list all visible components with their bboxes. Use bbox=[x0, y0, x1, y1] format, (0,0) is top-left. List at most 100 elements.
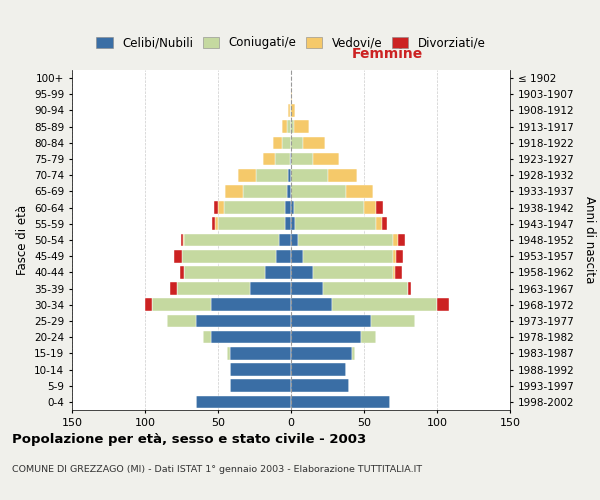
Bar bbox=[290, 104, 291, 117]
Bar bbox=[376, 202, 383, 214]
Bar bbox=[285, 202, 291, 214]
Bar bbox=[285, 218, 291, 230]
Bar bbox=[291, 331, 361, 344]
Bar bbox=[291, 104, 295, 117]
Bar bbox=[408, 282, 411, 295]
Bar bbox=[371, 314, 415, 328]
Bar bbox=[230, 363, 291, 376]
Y-axis label: Anni di nascita: Anni di nascita bbox=[583, 196, 596, 284]
Bar bbox=[291, 88, 292, 101]
Bar bbox=[313, 266, 393, 278]
Y-axis label: Fasce di età: Fasce di età bbox=[16, 205, 29, 275]
Bar bbox=[291, 266, 313, 278]
Text: COMUNE DI GREZZAGO (MI) - Dati ISTAT 1° gennaio 2003 - Elaborazione TUTTITALIA.I: COMUNE DI GREZZAGO (MI) - Dati ISTAT 1° … bbox=[12, 466, 422, 474]
Bar bbox=[295, 218, 376, 230]
Bar bbox=[352, 347, 355, 360]
Bar bbox=[294, 120, 308, 133]
Bar bbox=[177, 282, 250, 295]
Bar bbox=[275, 152, 290, 166]
Bar bbox=[256, 169, 288, 181]
Bar bbox=[364, 202, 376, 214]
Bar bbox=[211, 298, 291, 311]
Bar bbox=[291, 234, 298, 246]
Bar bbox=[328, 169, 356, 181]
Bar bbox=[181, 250, 277, 262]
Legend: Celibi/Nubili, Coniugati/e, Vedovi/e, Divorziati/e: Celibi/Nubili, Coniugati/e, Vedovi/e, Di… bbox=[91, 32, 491, 54]
Bar bbox=[332, 298, 437, 311]
Bar bbox=[184, 266, 265, 278]
Bar bbox=[302, 136, 325, 149]
Bar bbox=[291, 250, 302, 262]
Bar bbox=[291, 347, 352, 360]
Bar bbox=[291, 152, 313, 166]
Bar bbox=[243, 185, 287, 198]
Bar bbox=[152, 298, 211, 311]
Bar bbox=[291, 282, 323, 295]
Bar bbox=[398, 234, 405, 246]
Bar bbox=[224, 202, 285, 214]
Bar bbox=[226, 185, 243, 198]
Bar bbox=[174, 250, 182, 262]
Bar bbox=[395, 266, 402, 278]
Bar bbox=[288, 104, 290, 117]
Bar bbox=[183, 234, 184, 246]
Bar bbox=[294, 202, 364, 214]
Bar bbox=[274, 136, 282, 149]
Bar bbox=[238, 169, 256, 181]
Bar bbox=[287, 185, 291, 198]
Bar bbox=[382, 218, 388, 230]
Bar bbox=[227, 347, 230, 360]
Bar bbox=[291, 298, 332, 311]
Text: Popolazione per età, sesso e stato civile - 2003: Popolazione per età, sesso e stato civil… bbox=[12, 432, 366, 446]
Bar bbox=[291, 363, 346, 376]
Text: Femmine: Femmine bbox=[352, 48, 423, 62]
Bar bbox=[290, 152, 291, 166]
Bar bbox=[167, 314, 196, 328]
Bar bbox=[203, 331, 211, 344]
Bar bbox=[298, 234, 393, 246]
Bar bbox=[282, 120, 287, 133]
Bar bbox=[313, 152, 339, 166]
Bar bbox=[291, 185, 346, 198]
Bar bbox=[212, 218, 215, 230]
Bar bbox=[291, 396, 390, 408]
Bar bbox=[230, 347, 291, 360]
Bar bbox=[218, 202, 224, 214]
Bar bbox=[291, 120, 294, 133]
Bar bbox=[361, 331, 376, 344]
Bar bbox=[263, 152, 275, 166]
Bar bbox=[376, 218, 382, 230]
Bar bbox=[323, 282, 408, 295]
Bar bbox=[396, 250, 403, 262]
Bar bbox=[230, 380, 291, 392]
Bar bbox=[181, 234, 183, 246]
Bar bbox=[214, 202, 218, 214]
Bar bbox=[393, 250, 396, 262]
Bar bbox=[291, 169, 328, 181]
Bar bbox=[250, 282, 291, 295]
Bar bbox=[393, 234, 398, 246]
Bar bbox=[291, 314, 371, 328]
Bar bbox=[291, 380, 349, 392]
Bar bbox=[265, 266, 291, 278]
Bar bbox=[346, 185, 373, 198]
Bar bbox=[437, 298, 449, 311]
Bar bbox=[291, 202, 294, 214]
Bar bbox=[393, 266, 395, 278]
Bar bbox=[287, 120, 291, 133]
Bar bbox=[196, 314, 291, 328]
Bar bbox=[215, 218, 218, 230]
Bar bbox=[282, 136, 291, 149]
Bar bbox=[218, 218, 285, 230]
Bar bbox=[288, 169, 291, 181]
Bar bbox=[145, 298, 152, 311]
Bar bbox=[291, 218, 295, 230]
Bar bbox=[184, 234, 280, 246]
Bar bbox=[180, 266, 184, 278]
Bar bbox=[196, 396, 291, 408]
Bar bbox=[277, 250, 291, 262]
Bar bbox=[302, 250, 393, 262]
Bar bbox=[291, 136, 302, 149]
Bar bbox=[280, 234, 291, 246]
Bar bbox=[170, 282, 177, 295]
